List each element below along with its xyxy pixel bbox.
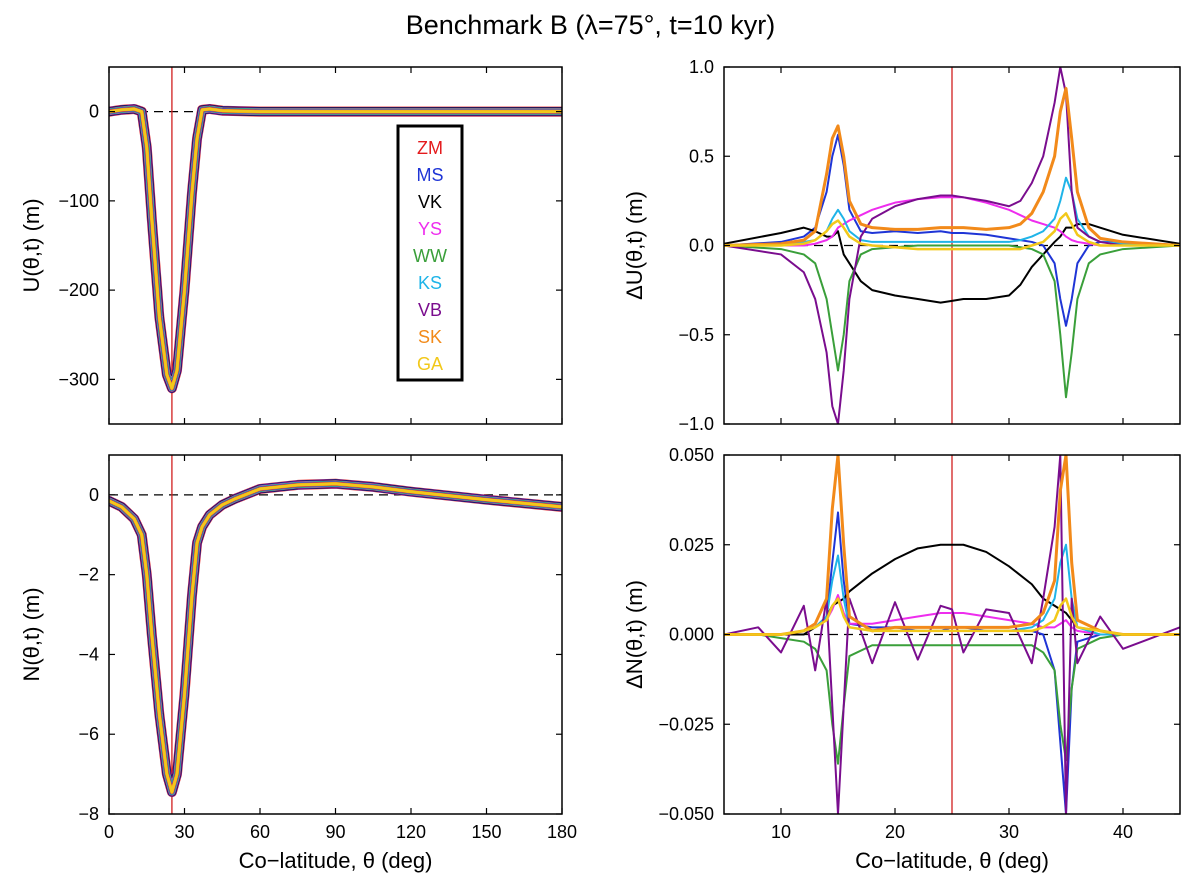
x-tick-label: 40 — [1113, 822, 1133, 842]
y-tick-label: −0.5 — [678, 325, 714, 345]
legend-entry-ks: KS — [418, 273, 442, 293]
plot-area — [109, 455, 562, 814]
y-tick-label: −6 — [78, 724, 99, 744]
legend-entry-ms: MS — [417, 165, 444, 185]
y-tick-label: 0 — [89, 102, 99, 122]
x-tick-label: 10 — [771, 822, 791, 842]
legend-entry-vk: VK — [418, 192, 442, 212]
y-tick-label: −8 — [78, 804, 99, 824]
y-tick-label: −0.050 — [658, 804, 714, 824]
y-axis-label: ΔU(θ,t) (m) — [622, 191, 647, 300]
series-line-vb — [724, 455, 1180, 814]
panel-n: 0 30 60 90 120 150 180 0 −2 −4 −6 −8 N(θ,t) (m) Co−la… — [19, 454, 577, 873]
plot-area — [724, 67, 1180, 424]
legend-entry-vb: VB — [418, 300, 442, 320]
legend-entry-zm: ZM — [417, 138, 443, 158]
series-line-sk — [724, 455, 1180, 636]
y-tick-label: −2 — [78, 565, 99, 585]
y-tick-label: −4 — [78, 644, 99, 664]
series-line-ga — [724, 597, 1180, 636]
series-line-vb — [109, 106, 562, 391]
legend-entry-sk: SK — [418, 327, 442, 347]
x-tick-label: 150 — [471, 822, 501, 842]
legend-entry-ga: GA — [417, 354, 443, 374]
y-tick-label: 0.0 — [689, 236, 714, 256]
y-axis-label: U(θ,t) (m) — [19, 198, 44, 292]
y-tick-label: 1.0 — [689, 57, 714, 77]
x-tick-label: 90 — [325, 822, 345, 842]
plot-area — [109, 67, 562, 424]
series-line-sk — [724, 86, 1180, 247]
x-tick-label: 120 — [396, 822, 426, 842]
x-tick-label: 0 — [104, 822, 114, 842]
y-axis-label: ΔN(θ,t) (m) — [622, 580, 647, 689]
x-axis-label: Co−latitude, θ (deg) — [855, 848, 1049, 873]
panel-delta-n: 10 20 30 40 0.050 0.025 0.000 −0.025 −0.050 ΔN(θ,… — [622, 445, 1181, 873]
y-tick-label: −300 — [58, 369, 99, 389]
y-tick-label: 0.000 — [669, 625, 714, 645]
plot-area — [724, 455, 1180, 814]
series-line-ms — [724, 133, 1180, 327]
legend-entry-ys: YS — [418, 219, 442, 239]
y-tick-label: −0.025 — [658, 714, 714, 734]
series-line-vb — [724, 67, 1180, 424]
y-tick-label: 0 — [89, 485, 99, 505]
series-line-ga — [724, 212, 1180, 251]
y-tick-label: −1.0 — [678, 414, 714, 434]
series-line-ww — [724, 244, 1180, 399]
x-axis-label: Co−latitude, θ (deg) — [239, 848, 433, 873]
x-tick-label: 30 — [174, 822, 194, 842]
y-tick-label: −100 — [58, 191, 99, 211]
x-tick-label: 30 — [999, 822, 1019, 842]
legend-entry-ww: WW — [413, 246, 447, 266]
y-tick-label: 0.050 — [669, 445, 714, 465]
y-tick-label: 0.025 — [669, 535, 714, 555]
panel-u: 0 −100 −200 −300 U(θ,t) (m) ZM MS VK YS WW KS VB SK G… — [19, 66, 563, 425]
panel-delta-u: 1.0 0.5 0.0 −0.5 −1.0 ΔU(θ,t) (m) — [622, 57, 1181, 434]
y-tick-label: 0.5 — [689, 146, 714, 166]
legend-box — [396, 124, 464, 382]
x-tick-label: 60 — [250, 822, 270, 842]
x-tick-label: 180 — [547, 822, 577, 842]
series-line-ks — [109, 480, 562, 795]
series-line-ga — [109, 482, 562, 794]
y-tick-label: −200 — [58, 280, 99, 300]
figure-title: Benchmark B (λ=75°, t=10 kyr) — [405, 10, 776, 40]
series-line-ga — [109, 107, 562, 390]
x-tick-label: 20 — [885, 822, 905, 842]
y-axis-label: N(θ,t) (m) — [19, 587, 44, 681]
